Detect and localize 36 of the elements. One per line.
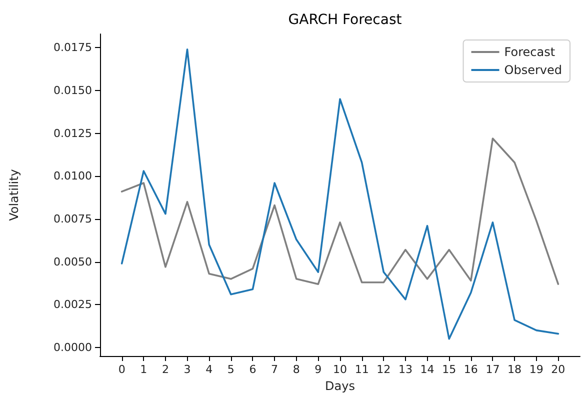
y-tick-label: 0.0050: [54, 255, 92, 268]
x-tick-label: 16: [464, 363, 478, 376]
x-tick-label: 6: [249, 363, 256, 376]
x-tick-label: 18: [508, 363, 522, 376]
y-tick-label: 0.0025: [54, 298, 92, 312]
y-tick-label: 0.0100: [54, 170, 92, 183]
x-tick-label: 5: [227, 363, 234, 376]
y-tick-label: 0.0175: [54, 41, 92, 54]
x-tick-label: 1: [140, 363, 148, 376]
y-tick-label: 0.0000: [54, 340, 92, 354]
y-axis-title: Volatility: [7, 169, 21, 221]
x-tick-label: 11: [354, 363, 369, 376]
legend-label: Observed: [504, 63, 562, 77]
x-tick-label: 7: [271, 363, 278, 376]
x-tick-label: 17: [486, 363, 500, 376]
y-tick-label: 0.0075: [54, 212, 92, 226]
x-axis-title: Days: [325, 378, 355, 393]
y-tick-label: 0.0125: [54, 126, 92, 140]
x-tick-label: 2: [162, 363, 169, 376]
x-tick-label: 4: [206, 363, 213, 376]
y-tick-label: 0.0150: [54, 84, 92, 98]
legend-label: Forecast: [504, 45, 556, 59]
x-tick-label: 3: [184, 363, 191, 376]
x-tick-label: 15: [442, 363, 456, 376]
x-tick-label: 0: [118, 363, 126, 376]
x-tick-label: 9: [314, 363, 322, 376]
x-tick-label: 12: [376, 363, 391, 376]
x-tick-label: 10: [333, 363, 347, 376]
x-tick-label: 20: [551, 363, 566, 376]
x-tick-label: 14: [420, 363, 434, 376]
line-series: [120, 138, 560, 285]
line-series: [120, 48, 560, 340]
x-tick-label: 19: [529, 363, 544, 376]
chart-title: GARCH Forecast: [288, 12, 402, 28]
x-tick-label: 8: [292, 363, 300, 376]
x-tick-label: 13: [398, 363, 412, 376]
